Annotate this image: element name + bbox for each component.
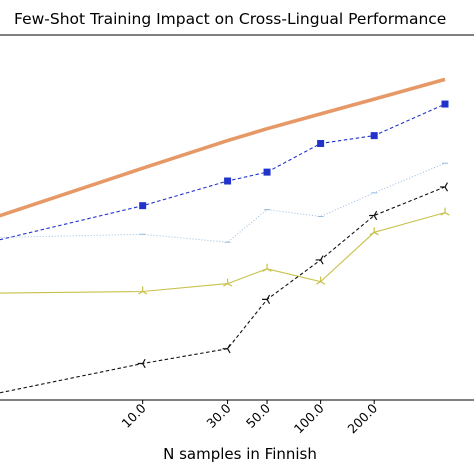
series-1-point [370,132,378,140]
series-3-point [316,276,326,285]
x-tick-layer: 10.0 30.0 50.0 100.0 200.0 [118,400,380,436]
series-1-point [139,202,147,210]
x-tick-label: 30.0 [203,400,233,430]
series-1-line [0,103,446,241]
series-0-line [0,77,446,218]
x-tick-label: 100.0 [291,400,327,436]
series-layer [0,77,450,394]
series-1-point [224,177,232,185]
series-3-point [222,278,233,287]
x-tick-label: 50.0 [243,400,273,430]
series-1-point [263,168,271,176]
series-3-point [138,286,148,295]
series-1-point [441,100,449,108]
series-4-point [369,210,378,221]
series-4-point [440,182,449,192]
series-4-point [262,294,271,304]
x-axis-label: N samples in Finnish [163,445,317,463]
series-4-point [137,358,146,369]
series-3-point [369,227,379,236]
series-3-point [262,263,272,272]
series-3-line [0,212,446,294]
series-4-point [315,255,324,265]
series-2-line [0,162,446,243]
series-3-point [440,207,450,216]
series-1-point [317,140,325,148]
series-4-line [0,186,446,394]
chart-title: Few-Shot Training Impact on Cross-Lingua… [14,10,446,28]
x-tick-label: 10.0 [118,400,148,430]
x-tick-label: 200.0 [344,400,380,436]
series-4-point [222,344,231,354]
